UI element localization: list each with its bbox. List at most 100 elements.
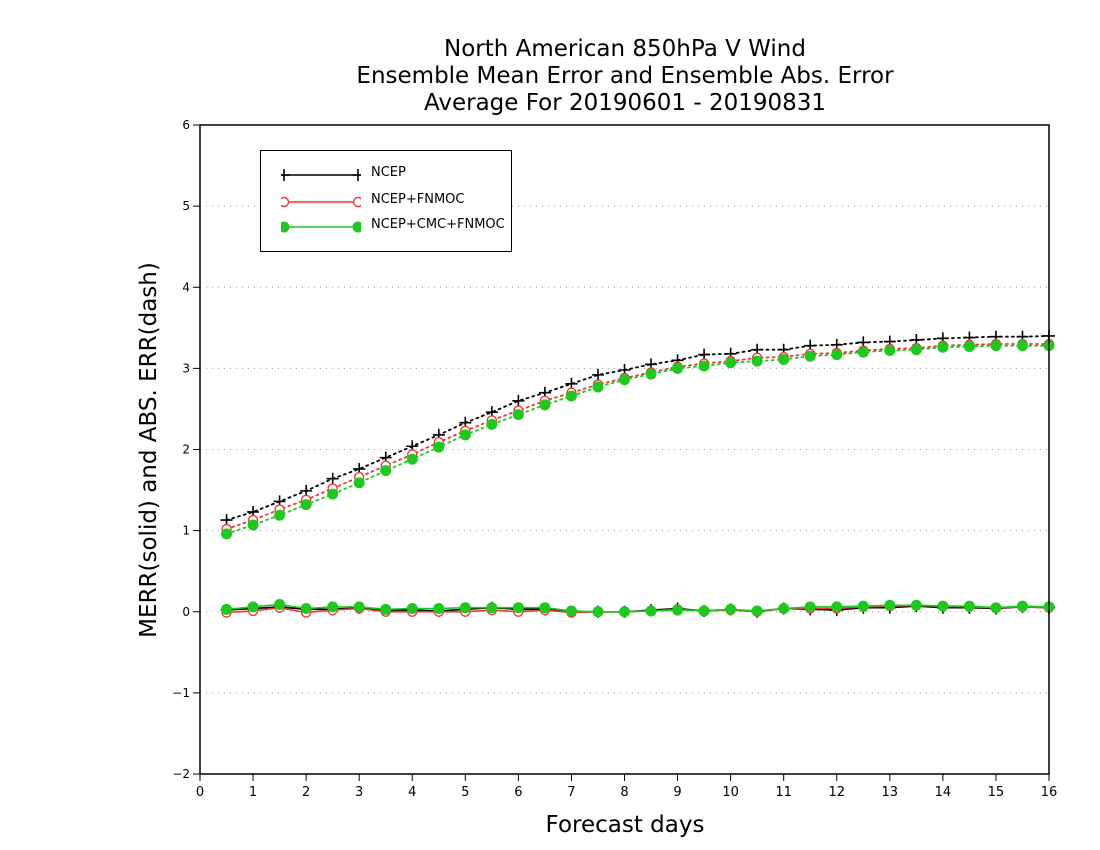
- abs-err-point: [300, 499, 312, 511]
- x-tick-label: 3: [355, 785, 363, 800]
- abs-err-point: [274, 509, 286, 521]
- merr-point: [672, 604, 684, 616]
- abs-err-point: [937, 341, 949, 353]
- merr-point: [963, 600, 975, 612]
- abs-err-point: [592, 381, 604, 393]
- merr-point: [804, 601, 816, 613]
- legend-label-ncep: NCEP: [371, 165, 406, 180]
- y-tick-label: −2: [172, 767, 190, 781]
- x-tick-label: 7: [567, 785, 575, 800]
- merr-point: [831, 601, 843, 613]
- merr-point: [539, 602, 551, 614]
- chart-title-line-3: Average For 20190601 - 20190831: [423, 90, 827, 116]
- x-tick-label: 14: [935, 785, 952, 800]
- series-ncep-cmc-fnmoc: [221, 340, 1055, 618]
- merr-point: [486, 602, 498, 614]
- abs-err-point: [751, 355, 763, 367]
- merr-point: [1016, 600, 1028, 612]
- x-tick-label: 8: [620, 785, 628, 800]
- x-tick-label: 15: [988, 785, 1005, 800]
- y-axis-label: MERR(solid) and ABS. ERR(dash): [136, 262, 162, 638]
- abs-err-point: [565, 390, 577, 402]
- merr-point: [619, 606, 630, 618]
- merr-point: [990, 602, 1002, 614]
- merr-point: [565, 605, 577, 617]
- x-tick-label: 9: [673, 785, 681, 800]
- x-tick-label: 0: [196, 785, 204, 800]
- abs-err-line: [225, 344, 1050, 535]
- merr-point: [910, 599, 922, 611]
- abs-err-point: [619, 374, 630, 386]
- abs-err-point: [326, 472, 339, 485]
- chart-title-line-2: Ensemble Mean Error and Ensemble Abs. Er…: [356, 63, 894, 89]
- abs-err-point: [539, 399, 551, 411]
- abs-err-point: [512, 409, 524, 421]
- y-tick-label: 1: [182, 524, 190, 538]
- y-tick-label: −1: [172, 686, 190, 700]
- x-tick-label: 10: [722, 785, 739, 800]
- series-ncep-fnmoc: [221, 338, 1055, 618]
- merr-point: [698, 605, 710, 617]
- y-tick-label: 4: [182, 280, 190, 294]
- abs-err-point: [353, 477, 365, 489]
- merr-point: [459, 602, 471, 614]
- series-layer: [220, 329, 1055, 618]
- legend-item-ncep-cmc-fnmoc: NCEP+CMC+FNMOC: [261, 215, 511, 239]
- merr-point: [327, 601, 339, 613]
- merr-point: [380, 603, 392, 615]
- merr-point: [778, 603, 790, 615]
- merr-point: [751, 605, 763, 617]
- y-tick-label: 3: [182, 361, 190, 375]
- x-tick-label: 4: [408, 785, 416, 800]
- abs-err-line: [225, 334, 1050, 521]
- merr-point: [645, 605, 657, 617]
- merr-point: [857, 600, 869, 612]
- filled-circle-marker-icon: [281, 221, 361, 233]
- abs-err-point: [645, 368, 657, 380]
- x-tick-label: 1: [249, 785, 257, 800]
- merr-point: [512, 602, 524, 614]
- abs-err-point: [380, 465, 392, 477]
- merr-point: [937, 600, 949, 612]
- x-tick-label: 5: [461, 785, 469, 800]
- x-tick-label: 13: [882, 785, 899, 800]
- abs-err-point: [672, 362, 684, 374]
- y-tick-label: 0: [182, 605, 190, 619]
- abs-err-point: [831, 349, 843, 361]
- abs-err-point: [591, 368, 604, 381]
- x-tick-label: 12: [828, 785, 845, 800]
- merr-point: [247, 601, 259, 613]
- x-tick-label: 11: [775, 785, 792, 800]
- abs-err-point: [459, 429, 471, 441]
- legend-marker: [281, 221, 290, 233]
- x-axis-label: Forecast days: [546, 812, 705, 838]
- abs-err-point: [221, 528, 233, 540]
- open-circle-marker-icon: [281, 196, 361, 208]
- merr-point: [592, 606, 604, 618]
- legend-label-ncep-cmc-fnmoc: NCEP+CMC+FNMOC: [371, 217, 505, 232]
- abs-err-point: [486, 418, 498, 430]
- legend-item-ncep-fnmoc: NCEP+FNMOC: [261, 190, 511, 214]
- abs-err-point: [512, 394, 525, 407]
- abs-err-line: [225, 343, 1050, 530]
- abs-err-point: [778, 353, 790, 365]
- abs-err-point: [990, 340, 1002, 352]
- abs-err-point: [963, 340, 975, 352]
- gridlines: [200, 205, 1049, 694]
- merr-point: [274, 598, 286, 610]
- abs-err-point: [698, 360, 710, 372]
- abs-err-point: [433, 441, 445, 453]
- legend-item-ncep: NCEP: [261, 163, 511, 187]
- merr-point: [406, 603, 418, 615]
- abs-err-point: [725, 357, 737, 369]
- abs-err-point: [406, 453, 418, 465]
- merr-point: [300, 603, 312, 615]
- abs-err-point: [910, 344, 922, 356]
- x-tick-label: 2: [302, 785, 310, 800]
- merr-point: [433, 603, 445, 615]
- abs-err-point: [1016, 340, 1028, 352]
- x-tick-label: 6: [514, 785, 522, 800]
- merr-point: [353, 601, 365, 613]
- legend-marker: [352, 169, 361, 181]
- legend-marker: [281, 169, 290, 181]
